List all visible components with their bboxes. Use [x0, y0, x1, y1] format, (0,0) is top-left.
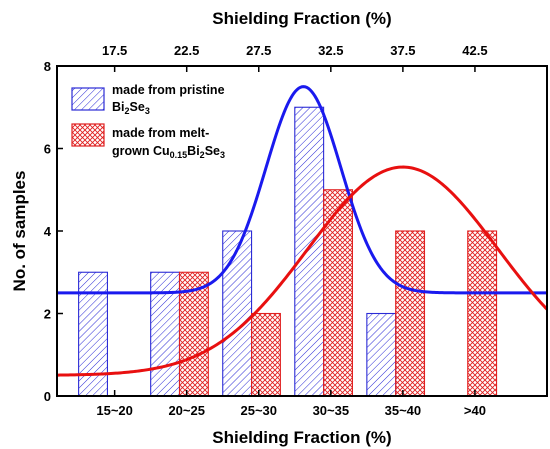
fit-curves-layer: [56, 85, 549, 377]
top-tick-label-0: 17.5: [102, 43, 127, 58]
x-tick-label-5: >40: [464, 403, 486, 418]
legend-label-pristine-line2: Bi2Se3: [112, 100, 150, 116]
fit-curve-0: [57, 85, 547, 295]
top-tick-label-3: 32.5: [318, 43, 343, 58]
bar-series0-3: [294, 106, 325, 397]
y-tick-label-3: 6: [44, 142, 51, 157]
x-tick-label-1: 20~25: [168, 403, 205, 418]
bar-series0-4: [366, 312, 397, 397]
bar-series0-2: [222, 230, 253, 397]
bar-series1-2: [251, 312, 281, 397]
legend-swatch-melt-grown: [71, 123, 105, 147]
top-tick-label-1: 22.5: [174, 43, 199, 58]
legend-swatch-pristine: [71, 87, 105, 111]
x-tick-label-4: 35~40: [385, 403, 422, 418]
legend-label-melt-grown-line2: grown Cu0.15Bi2Se3: [112, 144, 225, 160]
y-tick-label-4: 8: [44, 59, 51, 74]
fit-curve-1: [56, 165, 549, 377]
x-tick-label-2: 25~30: [241, 403, 278, 418]
bar-series1-4: [395, 230, 426, 397]
bottom-axis-title: Shielding Fraction (%): [212, 428, 391, 447]
legend-label-pristine-line1: made from pristine: [112, 83, 225, 97]
legend: made from pristine Bi2Se3 made from melt…: [71, 83, 225, 160]
x-tick-label-3: 30~35: [313, 403, 350, 418]
y-tick-label-0: 0: [44, 389, 51, 404]
y-axis-title: No. of samples: [10, 171, 29, 292]
y-tick-label-2: 4: [44, 224, 52, 239]
x-tick-label-0: 15~20: [96, 403, 133, 418]
bar-series1-5: [467, 230, 498, 397]
top-tick-label-4: 37.5: [390, 43, 415, 58]
axes-layer: 0 2 4 6 8 15~20 20~25 25~30 30~35 35~40 >40 17.5 22.…: [44, 43, 488, 418]
legend-label-melt-grown-line1: made from melt-: [112, 126, 209, 140]
y-tick-label-1: 2: [44, 307, 51, 322]
bar-series0-0: [78, 271, 108, 397]
top-axis-title: Shielding Fraction (%): [212, 9, 391, 28]
top-tick-label-5: 42.5: [462, 43, 487, 58]
top-tick-label-2: 27.5: [246, 43, 271, 58]
